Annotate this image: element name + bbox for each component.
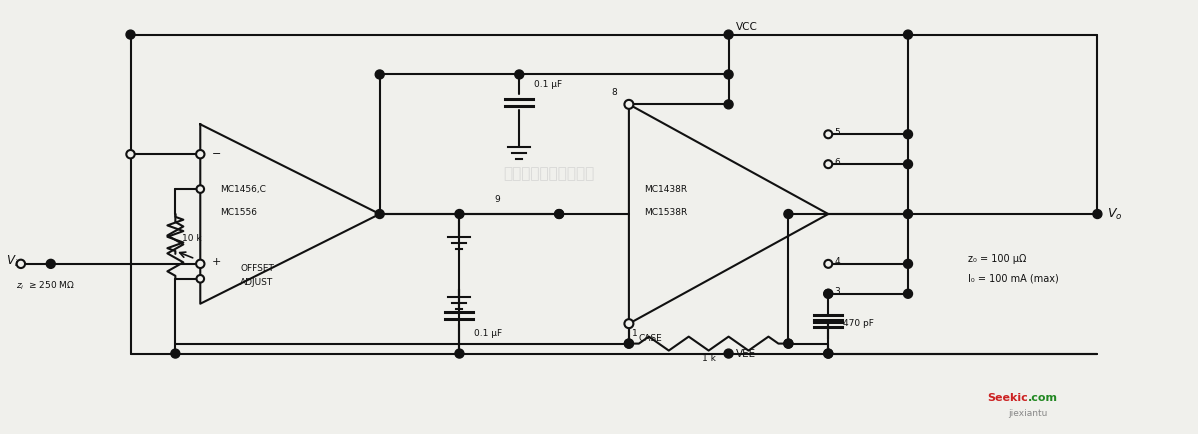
Circle shape: [824, 130, 833, 138]
Text: .com: .com: [1028, 393, 1058, 404]
Text: 3: 3: [834, 287, 840, 296]
Text: 8: 8: [611, 88, 617, 97]
Circle shape: [903, 130, 913, 139]
Text: $V_o$: $V_o$: [1107, 207, 1123, 222]
Circle shape: [783, 339, 793, 348]
Text: VEE: VEE: [736, 349, 756, 358]
Circle shape: [824, 160, 833, 168]
Circle shape: [196, 185, 204, 193]
Text: MC1438R: MC1438R: [643, 184, 686, 194]
Circle shape: [555, 210, 563, 218]
Text: 9: 9: [495, 194, 500, 204]
Circle shape: [903, 30, 913, 39]
Text: jiexiantu: jiexiantu: [1008, 409, 1047, 418]
Text: ADJUST: ADJUST: [240, 278, 273, 287]
Text: +: +: [212, 257, 222, 267]
Text: I₀ = 100 mA (max): I₀ = 100 mA (max): [968, 274, 1059, 284]
Text: 6: 6: [834, 158, 840, 167]
Circle shape: [171, 349, 180, 358]
Text: CASE: CASE: [639, 334, 662, 343]
Circle shape: [375, 210, 385, 218]
Circle shape: [555, 210, 563, 218]
Circle shape: [824, 289, 833, 298]
Circle shape: [375, 70, 385, 79]
Text: 4: 4: [834, 257, 840, 266]
Circle shape: [624, 100, 634, 109]
Circle shape: [824, 349, 833, 358]
Circle shape: [724, 100, 733, 109]
Circle shape: [724, 349, 733, 358]
Circle shape: [824, 290, 833, 298]
Circle shape: [455, 349, 464, 358]
Circle shape: [903, 210, 913, 218]
Circle shape: [903, 160, 913, 169]
Circle shape: [196, 150, 205, 158]
Text: MC1456,C: MC1456,C: [220, 184, 266, 194]
Circle shape: [47, 260, 55, 268]
Circle shape: [126, 150, 134, 158]
Circle shape: [724, 30, 733, 39]
Circle shape: [783, 339, 793, 348]
Circle shape: [903, 289, 913, 298]
Circle shape: [624, 339, 634, 348]
Circle shape: [783, 210, 793, 218]
Text: 0.1 μF: 0.1 μF: [534, 80, 562, 89]
Circle shape: [724, 70, 733, 79]
Circle shape: [196, 275, 204, 283]
Circle shape: [196, 260, 205, 268]
Text: 1: 1: [631, 329, 637, 338]
Text: 0.1 μF: 0.1 μF: [474, 329, 502, 338]
Text: 5: 5: [834, 128, 840, 137]
Circle shape: [903, 260, 913, 268]
Circle shape: [17, 260, 25, 268]
Circle shape: [126, 30, 135, 39]
Text: MC1556: MC1556: [220, 207, 258, 217]
Text: 470 pF: 470 pF: [843, 319, 875, 328]
Text: OFFSET: OFFSET: [240, 264, 274, 273]
Text: $z_i$  ≥ 250 MΩ: $z_i$ ≥ 250 MΩ: [16, 279, 75, 292]
Text: MC1538R: MC1538R: [643, 207, 688, 217]
Text: $V_i$: $V_i$: [6, 254, 18, 270]
Text: 1 k: 1 k: [702, 354, 715, 363]
Text: 杭州将睦科技有限公司: 杭州将睦科技有限公司: [503, 167, 594, 182]
Circle shape: [515, 70, 524, 79]
Circle shape: [1093, 210, 1102, 218]
Text: −: −: [212, 149, 222, 159]
Text: 10 k: 10 k: [182, 234, 202, 243]
Circle shape: [824, 260, 833, 268]
Circle shape: [624, 339, 634, 348]
Circle shape: [624, 319, 634, 328]
Circle shape: [824, 349, 833, 358]
Text: VCC: VCC: [736, 22, 757, 32]
Text: z₀ = 100 μΩ: z₀ = 100 μΩ: [968, 254, 1027, 264]
Text: Seekic: Seekic: [987, 393, 1028, 404]
Circle shape: [455, 210, 464, 218]
